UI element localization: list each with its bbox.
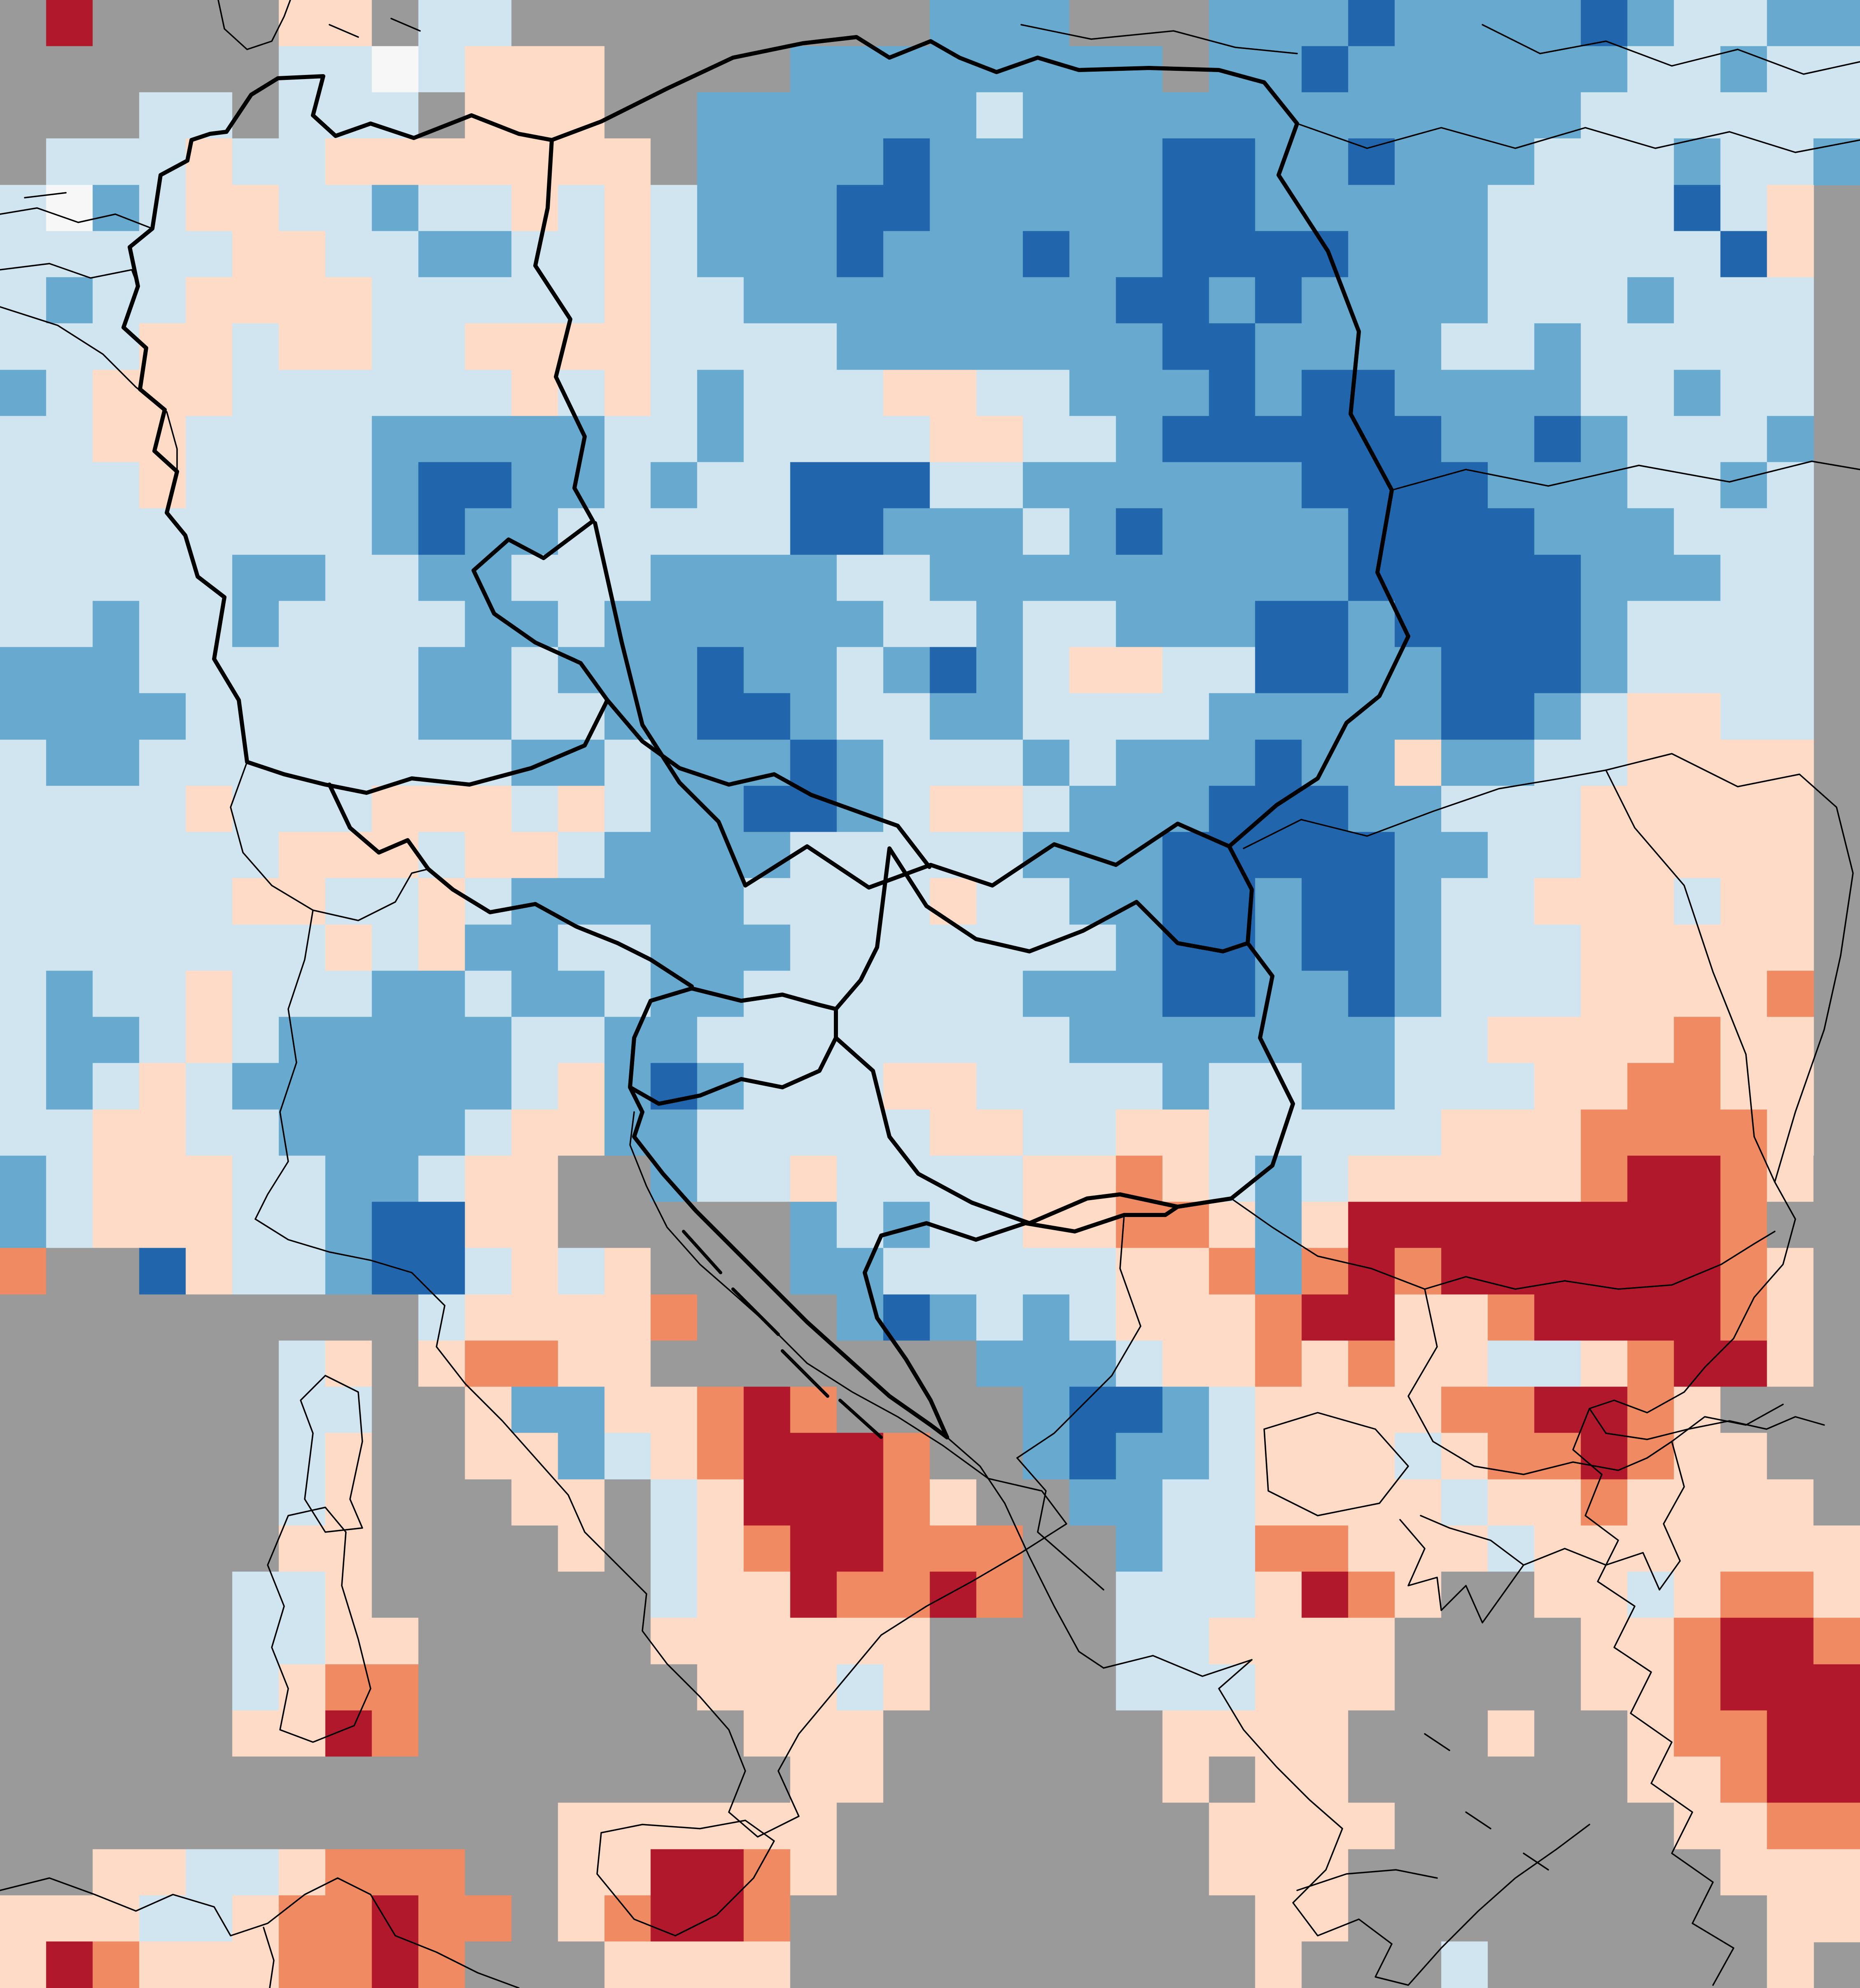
border-hungary (834, 846, 1295, 1225)
border-serbia-romania (1230, 1198, 1426, 1290)
border-moldova-ukraine (1605, 753, 1854, 1183)
border-dalmatian-islands-4 (838, 1399, 883, 1439)
border-france-italy (254, 909, 314, 1220)
border-montenegro-albania-inland (1016, 1457, 1104, 1591)
border-aegean-island-1 (1465, 1811, 1491, 1829)
border-chalkidiki (1399, 1515, 1524, 1624)
border-netherlands-belgium (0, 263, 139, 287)
border-ukraine-belarus (1391, 460, 1860, 491)
border-greece-turkey (1659, 1441, 1685, 1591)
border-tunisia-algeria (263, 1927, 275, 1988)
border-netherlands-coast (0, 207, 153, 229)
border-greece-bulgaria (1432, 1441, 1673, 1475)
border-slovakia-ukraine (1227, 844, 1254, 945)
border-romania-ukraine (1243, 769, 1607, 849)
border-romania-moldova (1605, 769, 1776, 1183)
border-kaliningrad-lithuania (1020, 24, 1298, 54)
border-albania-greece (1103, 1655, 1253, 1677)
border-tunisia-coast (0, 1877, 520, 1988)
border-montenegro-albania-coast (946, 1437, 1104, 1669)
border-belgium-france (0, 306, 178, 472)
border-aegean-north-coast (1523, 1548, 1660, 1591)
border-sea-of-marmara (1589, 1391, 1825, 1440)
border-denmark (217, 0, 291, 50)
border-germany (121, 74, 609, 795)
border-czech-austria (605, 698, 866, 816)
border-gulf-of-corinth (1296, 1869, 1438, 1891)
border-danish-island-1 (329, 24, 359, 38)
border-dalmatian-islands-1 (682, 1230, 722, 1274)
border-aegean-island-2 (1523, 1853, 1549, 1871)
border-peloponnese-east-coast (1407, 1824, 1590, 1986)
border-croatia-coast (628, 1085, 949, 1439)
border-sicily (596, 1820, 775, 1937)
border-italy-coast (254, 1111, 1067, 1838)
border-lithuania-belarus (1296, 123, 1860, 153)
border-romania-bulgaria (1424, 1231, 1776, 1290)
border-czech-slovakia (862, 812, 931, 869)
border-croatia-inland (863, 1205, 1180, 1439)
border-dalmatian-islands-3 (781, 1349, 829, 1398)
border-danish-island-2 (390, 18, 421, 32)
border-bulgaria-turkey (1671, 1404, 1784, 1442)
border-macedonia (1263, 1412, 1409, 1516)
border-poland (550, 35, 1410, 890)
border-sardinia (267, 1507, 371, 1743)
border-serbia-bulgaria (1407, 1288, 1438, 1442)
border-aegean-island-3 (1424, 1733, 1450, 1751)
border-bosnia-serbia (1016, 1214, 1141, 1459)
border-latvia-lithuania (1482, 24, 1860, 75)
border-frisian-islands (24, 192, 67, 199)
border-slovenia (628, 986, 838, 1106)
border-austria-south (327, 783, 694, 988)
border-corsica (300, 1375, 363, 1533)
border-turkey-aegean-coast (1572, 1408, 1734, 1986)
border-black-sea-coast (1683, 1181, 1796, 1393)
border-greece-west-coast (1218, 1659, 1409, 1986)
